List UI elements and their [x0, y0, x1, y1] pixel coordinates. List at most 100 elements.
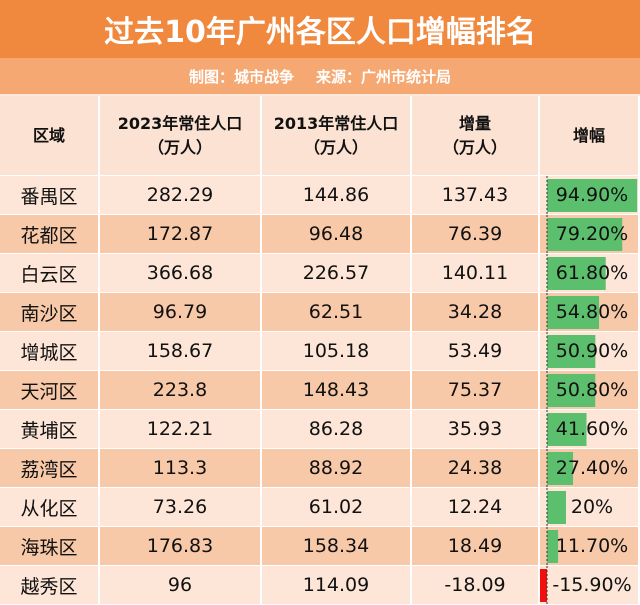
growth-bar: [547, 374, 596, 407]
growth-bar: [547, 413, 587, 446]
number-cell: 18.49: [412, 527, 540, 566]
number-cell: 76.39: [412, 215, 540, 254]
header-text: 区域: [32, 125, 65, 145]
growth-text: 27.40%: [555, 457, 629, 479]
number-cell: 172.87: [100, 215, 262, 254]
cell-text: -18.09: [444, 574, 506, 596]
cell-text: 366.68: [146, 262, 214, 284]
number-cell: 12.24: [412, 488, 540, 527]
number-cell: 61.02: [262, 488, 412, 527]
bar-area: [546, 293, 600, 332]
header-cell: 增幅: [540, 96, 640, 176]
number-cell: 35.93: [412, 410, 540, 449]
bar-area: [546, 449, 574, 488]
number-cell: 96.79: [100, 293, 262, 332]
growth-bar: [547, 296, 600, 329]
growth-cell: 41.60%: [540, 410, 640, 449]
title: 过去10年广州各区人口增幅排名: [104, 15, 536, 50]
cell-text: 黄埔区: [20, 419, 78, 442]
cell-text: 南沙区: [20, 302, 78, 325]
number-cell: 137.43: [412, 176, 540, 215]
bar-area: [546, 176, 638, 215]
cell-text: 172.87: [146, 223, 214, 245]
growth-text: 79.20%: [555, 223, 629, 245]
number-cell: 34.28: [412, 293, 540, 332]
growth-bar: [547, 179, 638, 212]
header-cell: 2013年常住人口 （万人）: [262, 96, 412, 176]
cell-text: 88.92: [308, 457, 364, 479]
cell-text: 75.37: [447, 379, 503, 401]
cell-text: 176.83: [146, 535, 214, 557]
growth-text: 20%: [570, 496, 614, 518]
cell-text: 番禺区: [20, 185, 78, 208]
cell-text: 白云区: [20, 263, 78, 286]
growth-cell: 54.80%: [540, 293, 640, 332]
number-cell: 96: [100, 566, 262, 605]
number-cell: 62.51: [262, 293, 412, 332]
district-cell: 荔湾区: [0, 449, 100, 488]
header-text: 增幅: [572, 125, 605, 145]
cell-text: 73.26: [152, 496, 208, 518]
cell-text: 223.8: [152, 379, 208, 401]
cell-text: 53.49: [447, 340, 503, 362]
growth-text: 50.90%: [555, 340, 629, 362]
number-cell: 158.34: [262, 527, 412, 566]
number-cell: 105.18: [262, 332, 412, 371]
cell-text: 226.57: [302, 262, 370, 284]
growth-bar: [547, 257, 606, 290]
cell-text: 天河区: [20, 380, 78, 403]
growth-bar: [547, 530, 559, 563]
number-cell: -18.09: [412, 566, 540, 605]
district-cell: 越秀区: [0, 566, 100, 605]
number-cell: 223.8: [100, 371, 262, 410]
cell-text: 35.93: [447, 418, 503, 440]
cell-text: 越秀区: [20, 575, 78, 598]
district-cell: 南沙区: [0, 293, 100, 332]
growth-cell: 11.70%: [540, 527, 640, 566]
bar-area: [546, 527, 559, 566]
district-cell: 天河区: [0, 371, 100, 410]
header-text: 增量: [458, 113, 491, 133]
subtitle-band: 制图：城市战争 来源：广州市统计局: [0, 58, 640, 94]
bar-area: [546, 254, 606, 293]
number-cell: 226.57: [262, 254, 412, 293]
cell-text: 61.02: [308, 496, 364, 518]
district-cell: 番禺区: [0, 176, 100, 215]
growth-text: 41.60%: [555, 418, 629, 440]
cell-text: 140.11: [441, 262, 509, 284]
cell-text: 96: [167, 574, 193, 596]
cell-text: 增城区: [20, 341, 78, 364]
header-text: （万人）: [442, 137, 507, 157]
number-cell: 113.3: [100, 449, 262, 488]
cell-text: 从化区: [20, 497, 78, 520]
cell-text: 114.09: [302, 574, 370, 596]
header-text: （万人）: [303, 137, 368, 157]
growth-cell: 61.80%: [540, 254, 640, 293]
credit: 制图：城市战争: [188, 67, 294, 86]
cell-text: 96.79: [152, 301, 208, 323]
growth-cell: 79.20%: [540, 215, 640, 254]
number-cell: 282.29: [100, 176, 262, 215]
number-cell: 148.43: [262, 371, 412, 410]
number-cell: 24.38: [412, 449, 540, 488]
number-cell: 53.49: [412, 332, 540, 371]
cell-text: 148.43: [302, 379, 370, 401]
cell-text: 137.43: [441, 184, 509, 206]
bar-area: [540, 566, 548, 605]
cell-text: 86.28: [308, 418, 364, 440]
number-cell: 176.83: [100, 527, 262, 566]
growth-text: 94.90%: [555, 184, 629, 206]
growth-cell: 94.90%: [540, 176, 640, 215]
bar-area: [546, 371, 596, 410]
cell-text: 105.18: [302, 340, 370, 362]
cell-text: 24.38: [447, 457, 503, 479]
cell-text: 18.49: [447, 535, 503, 557]
header-cell: 区域: [0, 96, 100, 176]
district-cell: 黄埔区: [0, 410, 100, 449]
district-cell: 花都区: [0, 215, 100, 254]
growth-cell: 50.90%: [540, 332, 640, 371]
growth-bar: [547, 452, 574, 485]
bar-area: [546, 488, 566, 527]
number-cell: 96.48: [262, 215, 412, 254]
